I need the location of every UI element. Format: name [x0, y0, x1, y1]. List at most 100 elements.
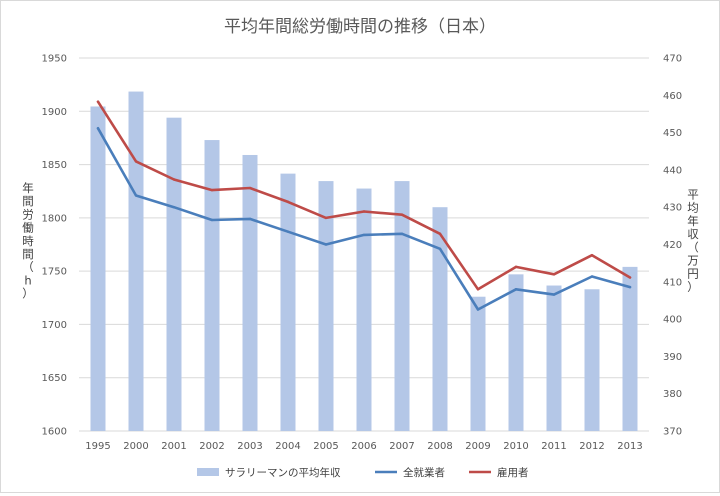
line-point-1-2008	[438, 247, 442, 250]
bar-series	[90, 91, 638, 432]
x-tick-label: 2008	[427, 441, 452, 452]
bar-2002	[204, 140, 220, 431]
left-tick-label: 1950	[42, 54, 67, 65]
bar-2006	[356, 188, 372, 431]
bar-2001	[166, 117, 182, 432]
left-axis-title-char: 時	[22, 234, 34, 248]
line-point-1-2013	[628, 285, 632, 289]
line-point-2-2007	[400, 213, 404, 216]
bar-2008	[432, 207, 448, 431]
left-tick-label: 1700	[42, 320, 67, 331]
line-point-1-2005	[324, 243, 328, 246]
bar-2013	[622, 266, 638, 431]
line-point-1-1995	[96, 127, 100, 130]
right-tick-label: 430	[663, 203, 682, 214]
chart-title: 平均年間総労働時間の推移（日本）	[224, 17, 496, 37]
right-axis-title-char: （	[687, 240, 699, 254]
x-tick-label: 2010	[503, 441, 528, 452]
bar-2004	[280, 173, 296, 431]
left-axis-title-char: 間	[22, 247, 34, 261]
x-tick-label: 2006	[351, 441, 376, 452]
right-tick-label: 470	[663, 54, 682, 65]
left-tick-label: 1900	[42, 107, 67, 118]
x-tick-label: 2005	[313, 441, 338, 452]
right-axis-title: 平均年収（万円）	[687, 188, 699, 294]
right-tick-label: 420	[663, 240, 682, 251]
legend-label-series-1: 全就業者	[403, 466, 445, 479]
bar-2000	[128, 91, 144, 431]
right-tick-label: 380	[663, 389, 682, 400]
line-point-1-2001	[172, 206, 176, 209]
line-point-1-2004	[286, 230, 290, 233]
right-tick-label: 440	[663, 165, 682, 176]
x-tick-label: 2003	[237, 441, 262, 452]
line-point-2-2004	[286, 200, 290, 204]
right-axis-title-char: 収	[687, 227, 699, 241]
bar-2003	[242, 154, 258, 432]
left-axis-ticks: 1600 1650 1700 1750 1800 1850 1900 1950	[42, 54, 67, 438]
right-axis-title-char: ）	[687, 280, 699, 294]
x-tick-label: 2009	[465, 441, 490, 452]
left-axis-title-char: 間	[22, 194, 34, 208]
line-point-1-2002	[210, 218, 214, 222]
left-tick-label: 1850	[42, 160, 67, 171]
left-axis-title-char: 年	[22, 181, 34, 195]
legend-label-series-2: 雇用者	[497, 466, 529, 479]
line-point-1-2003	[248, 217, 252, 221]
x-tick-label: 2013	[617, 441, 642, 452]
line-point-1-2012	[590, 275, 594, 278]
right-tick-label: 460	[663, 91, 682, 102]
line-point-1-2007	[400, 232, 404, 236]
right-axis-title-char: 万	[687, 254, 699, 268]
right-tick-label: 400	[663, 315, 682, 326]
line-point-2-2006	[362, 210, 366, 213]
left-tick-label: 1650	[42, 373, 67, 384]
bar-2007	[394, 181, 410, 431]
x-tick-label: 2004	[275, 441, 300, 452]
line-point-2-2009	[476, 288, 480, 291]
bar-2010	[508, 274, 524, 431]
bar-2011	[546, 285, 562, 431]
left-axis-title-char: h	[24, 273, 31, 287]
left-tick-label: 1750	[42, 267, 67, 278]
line-point-1-2010	[514, 288, 518, 291]
left-tick-label: 1600	[42, 427, 67, 438]
left-axis-title-char: （	[22, 260, 34, 274]
x-tick-label: 2001	[161, 441, 186, 452]
line-point-1-2000	[134, 194, 138, 197]
x-tick-label: 2007	[389, 441, 414, 452]
right-axis-title-char: 平	[687, 188, 699, 202]
line-point-2-2008	[438, 232, 442, 236]
line-point-1-2009	[476, 308, 480, 311]
x-tick-label: 2002	[199, 441, 224, 452]
left-tick-label: 1800	[42, 213, 67, 224]
x-tick-label: 2011	[541, 441, 566, 452]
line-point-2-2005	[324, 216, 328, 220]
x-tick-label: 1995	[85, 441, 110, 452]
line-point-2-2013	[628, 276, 632, 279]
line-point-1-2006	[362, 233, 366, 237]
x-tick-label: 2012	[579, 441, 604, 452]
bar-2012	[584, 289, 600, 431]
line-point-1-2011	[552, 293, 556, 296]
line-point-2-2011	[552, 273, 556, 276]
right-axis-ticks: 370 380 390 400 410 420 430 440 450 460 470	[663, 54, 682, 438]
right-axis-title-char: 均	[687, 201, 699, 215]
bar-1995	[90, 106, 106, 432]
right-axis-title-char: 円	[687, 267, 699, 281]
line-point-2-2001	[172, 178, 176, 181]
right-tick-label: 370	[663, 427, 682, 438]
left-axis-title-char: 労	[22, 207, 34, 221]
legend: サラリーマンの平均年収 全就業者 雇用者	[197, 466, 529, 479]
line-point-2-2012	[590, 253, 594, 257]
line-point-2-1995	[96, 100, 100, 103]
legend-swatch-bars	[197, 468, 219, 476]
line-point-2-2002	[210, 188, 214, 192]
left-axis-title-char: ）	[22, 287, 34, 301]
line-point-2-2000	[134, 160, 138, 163]
right-tick-label: 450	[663, 128, 682, 139]
right-axis-title-char: 年	[687, 214, 699, 228]
x-tick-label: 2000	[123, 441, 148, 452]
